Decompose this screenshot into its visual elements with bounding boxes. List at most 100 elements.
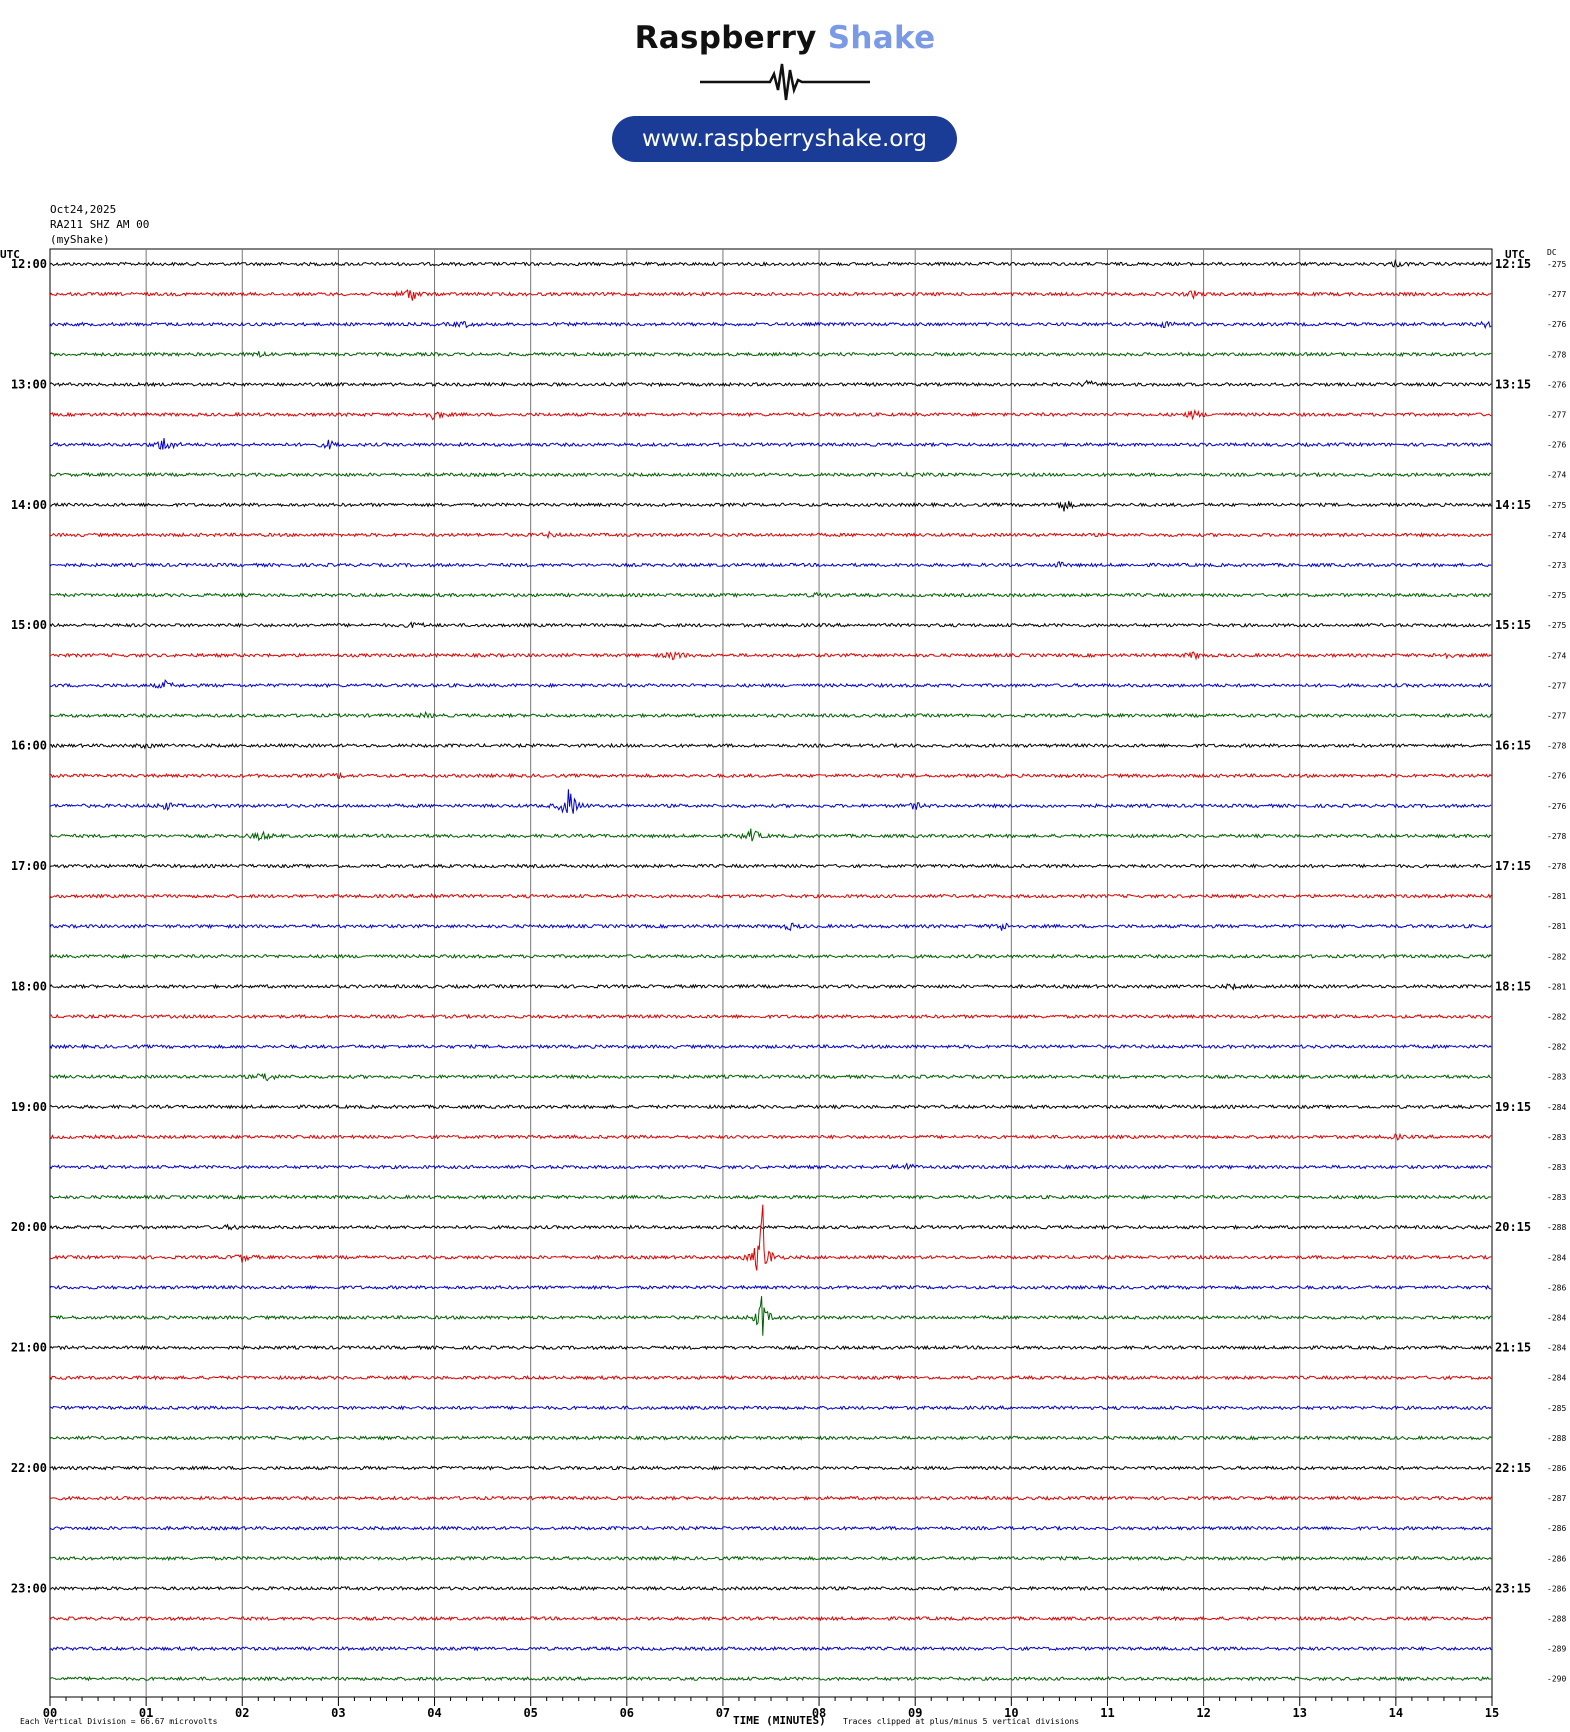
utc-axis-label-left: UTC [0,248,20,261]
dc-offset-value: -287 [1547,1494,1566,1503]
dc-offset-value: -274 [1547,531,1566,540]
dc-offset-value: -286 [1547,1554,1566,1563]
dc-offset-value: -286 [1547,1464,1566,1473]
seismic-trace [49,1223,1492,1231]
dc-offset-value: -277 [1547,712,1566,721]
hour-label-right: 17:15 [1495,859,1531,873]
hour-label-left: 23:00 [11,1581,47,1595]
dc-offset-value: -284 [1547,1103,1566,1112]
hour-label-right: 19:15 [1495,1100,1531,1114]
dc-offset-value: -275 [1547,260,1566,269]
x-tick-label: 10 [1004,1706,1018,1720]
dc-offset-value: -282 [1547,1013,1566,1022]
hour-label-left: 12:00 [11,257,47,271]
seismic-trace [49,1645,1492,1652]
raspberry-shake-logo: Raspberry Shake www.raspberryshake.org [0,0,1570,190]
seismic-trace [49,1615,1492,1622]
x-axis-label: TIME (MINUTES) [733,1714,826,1727]
hour-label-right: 23:15 [1495,1581,1531,1595]
seismic-trace [49,1675,1492,1682]
dc-offset-value: -281 [1547,892,1566,901]
dc-offset-value: -284 [1547,1314,1566,1323]
hour-label-left: 17:00 [11,859,47,873]
dc-offset-value: -277 [1547,411,1566,420]
dc-offset-value: -278 [1547,832,1566,841]
seismic-trace [49,409,1492,421]
x-tick-label: 14 [1389,1706,1403,1720]
seismic-trace [49,437,1492,450]
seismic-trace [49,1132,1492,1141]
seismic-trace [49,379,1492,388]
dc-offset-value: -277 [1547,681,1566,690]
dc-offset-value: -288 [1547,1615,1566,1624]
hour-label-left: 16:00 [11,739,47,753]
seismic-trace [49,1525,1492,1532]
seismic-trace [49,1103,1492,1110]
dc-offset-value: -284 [1547,1344,1566,1353]
seismic-trace [49,591,1492,599]
seismic-trace [49,863,1492,869]
dc-offset-value: -282 [1547,1043,1566,1052]
hour-label-left: 21:00 [11,1341,47,1355]
dc-offset-value: -276 [1547,320,1566,329]
dc-offset-value: -284 [1547,1253,1566,1262]
seismic-trace [49,1405,1492,1411]
dc-offset-value: -283 [1547,1133,1566,1142]
x-tick-label: 12 [1196,1706,1210,1720]
hour-label-left: 22:00 [11,1461,47,1475]
dc-offset-value: -274 [1547,651,1566,660]
dc-offset-value: -283 [1547,1073,1566,1082]
x-tick-label: 15 [1485,1706,1499,1720]
seismic-trace [49,1043,1492,1050]
dc-offset-value: -276 [1547,380,1566,389]
seismic-trace [49,771,1492,780]
dc-offset-value: -285 [1547,1404,1566,1413]
dc-offset-value: -281 [1547,982,1566,991]
seismic-trace [49,650,1492,661]
seismic-trace [49,1495,1492,1501]
hour-label-right: 22:15 [1495,1461,1531,1475]
seismic-trace [49,471,1492,478]
seismic-trace [49,288,1492,301]
seismic-trace [49,320,1492,330]
seismic-trace [49,1204,1492,1271]
hour-label-right: 18:15 [1495,979,1531,993]
seismic-trace [49,560,1492,568]
dc-offset-value: -288 [1547,1223,1566,1232]
dc-offset-value: -276 [1547,441,1566,450]
x-tick-label: 06 [620,1706,634,1720]
website-url-badge[interactable]: www.raspberryshake.org [612,116,957,162]
seismic-trace [49,892,1492,899]
dc-offset-value: -276 [1547,802,1566,811]
utc-axis-label-right: UTC [1505,248,1525,261]
dc-offset-value: -275 [1547,591,1566,600]
seismic-trace [49,1013,1492,1020]
dc-offset-value: -286 [1547,1524,1566,1533]
seismic-trace [49,1284,1492,1291]
seismic-trace [49,350,1492,358]
seismic-trace [49,530,1492,540]
x-tick-label: 03 [331,1706,345,1720]
x-tick-label: 01 [139,1706,153,1720]
hour-label-left: 15:00 [11,618,47,632]
x-tick-label: 11 [1100,1706,1114,1720]
data-source: (myShake) [50,233,110,246]
x-tick-label: 08 [812,1706,826,1720]
x-tick-label: 02 [235,1706,249,1720]
dc-offset-value: -281 [1547,922,1566,931]
scale-note: Each Vertical Division = 66.67 microvolt… [20,1717,218,1726]
dc-offset-value: -283 [1547,1193,1566,1202]
dc-offset-value: -283 [1547,1163,1566,1172]
seismic-trace [49,922,1492,932]
seismic-trace [49,1435,1492,1441]
seismic-trace [50,789,1492,814]
seismic-trace [49,621,1492,628]
x-tick-label: 04 [427,1706,441,1720]
hour-label-left: 14:00 [11,498,47,512]
dc-offset-value: -276 [1547,772,1566,781]
x-tick-label: 13 [1293,1706,1307,1720]
dc-offset-value: -275 [1547,501,1566,510]
x-tick-label: 07 [716,1706,730,1720]
seismic-trace [49,1194,1492,1200]
hour-label-left: 13:00 [11,377,47,391]
